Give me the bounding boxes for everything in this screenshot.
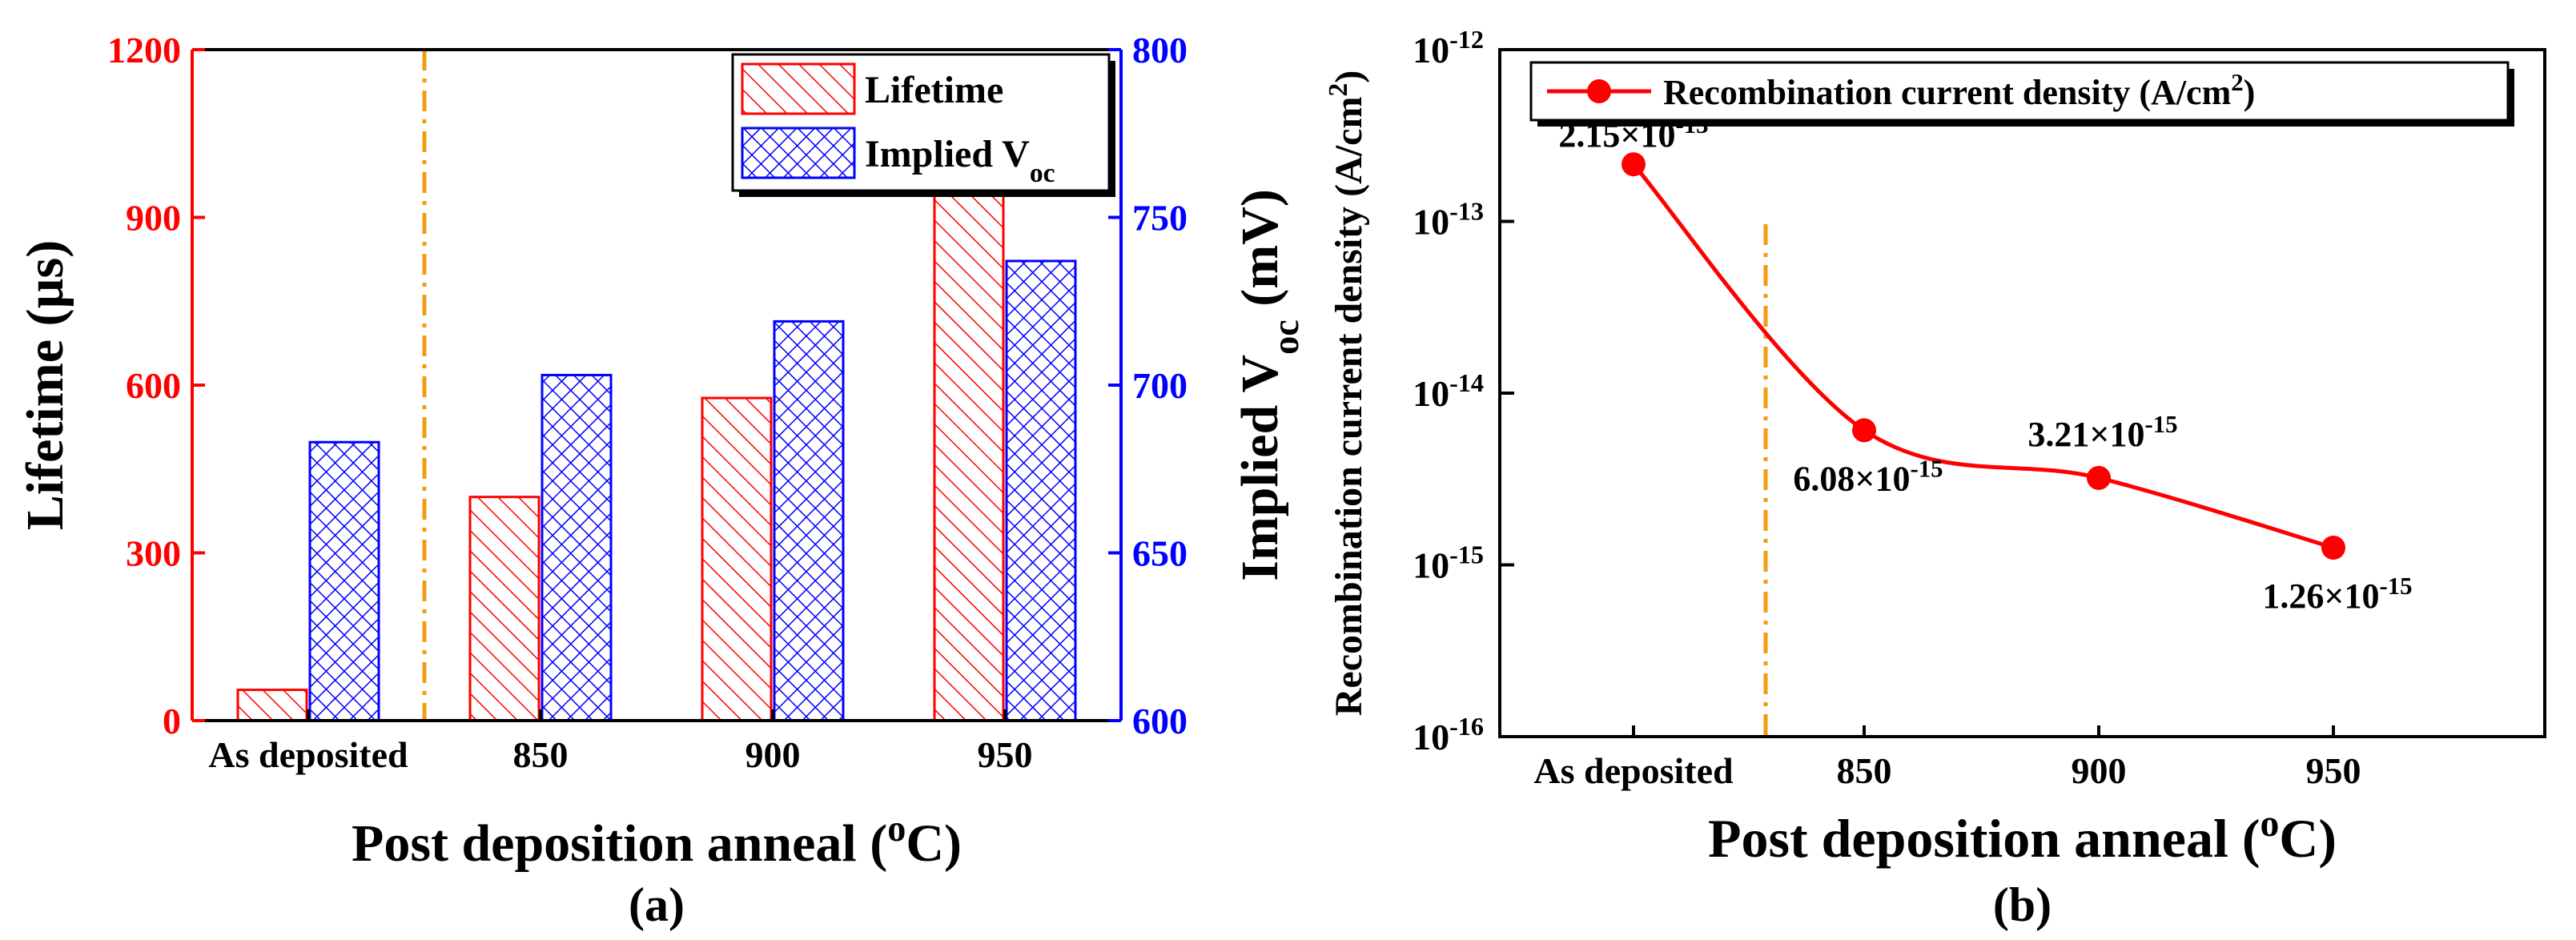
x-tick-label: 850 — [513, 734, 569, 775]
bar-lifetime — [933, 191, 1005, 722]
bar-implied-voc — [773, 319, 845, 722]
legend-label-lifetime: Lifetime — [865, 69, 1003, 111]
data-label: 6.08×10-15 — [1793, 455, 1943, 498]
data-point — [2087, 465, 2111, 490]
x-axis-title: Post deposition anneal (oC) — [1708, 803, 2337, 869]
panel-label-a: (a) — [629, 878, 685, 931]
bar-implied-voc — [308, 440, 380, 722]
left-tick-label: 900 — [126, 198, 181, 239]
legend: Lifetime Implied Voc — [731, 53, 1115, 197]
y-axis-title: Recombination current density (A/cm2) — [1324, 70, 1371, 716]
data-point — [1622, 152, 1646, 177]
y-tick-label: 10-15 — [1413, 540, 1484, 586]
x-tick-label: As deposited — [1533, 750, 1734, 791]
right-tick-label: 600 — [1132, 701, 1188, 741]
panel-a-lifetime-voc-chart: 0 300 600 900 1200 600 650 700 750 800 As deposite… — [16, 30, 1306, 931]
bar-implied-voc — [541, 373, 613, 722]
series-line — [1632, 163, 2334, 550]
left-tick-label: 1200 — [107, 30, 181, 70]
legend-label-voc: Implied Voc — [865, 133, 1055, 188]
right-tick-label: 650 — [1132, 533, 1188, 574]
data-point — [1852, 418, 1876, 443]
legend: Recombination current density (A/cm2) — [1529, 61, 2514, 127]
left-tick-label: 300 — [126, 533, 181, 574]
panel-label-b: (b) — [1993, 878, 2052, 931]
x-tick-label: 950 — [2306, 750, 2361, 791]
bar-lifetime — [701, 396, 773, 722]
x-tick-label: 950 — [978, 734, 1033, 775]
x-axis-title: Post deposition anneal (oC) — [352, 808, 962, 874]
y-tick-label: 10-16 — [1413, 712, 1484, 757]
y-axis-title-right: Implied Voc (mV) — [1231, 189, 1306, 581]
y-tick-label: 10-14 — [1413, 368, 1484, 414]
left-tick-label: 600 — [126, 365, 181, 406]
bar-implied-voc — [1005, 259, 1077, 722]
data-point — [2321, 535, 2345, 560]
data-label: 3.21×10-15 — [2027, 411, 2177, 454]
panel-b-recombination-chart: 10-16 10-15 10-14 10-13 10-12 As deposited 850… — [1324, 25, 2546, 931]
legend-label: Recombination current density (A/cm2) — [1663, 69, 2255, 112]
y-tick-label: 10-12 — [1413, 25, 1484, 70]
legend-box — [1529, 61, 2510, 122]
y-tick-label: 10-13 — [1413, 197, 1484, 243]
right-tick-label: 800 — [1132, 30, 1188, 70]
left-tick-label: 0 — [163, 701, 181, 741]
legend-swatch-voc — [741, 127, 856, 179]
bar-lifetime — [468, 496, 541, 722]
y-axis-title-left: Lifetime (µs) — [16, 240, 74, 530]
legend-swatch-lifetime — [741, 62, 856, 115]
data-label: 1.26×10-15 — [2262, 572, 2412, 616]
x-tick-label: As deposited — [208, 734, 408, 775]
x-tick-label: 850 — [1837, 750, 1892, 791]
x-tick-label: 900 — [2072, 750, 2127, 791]
legend-marker — [1587, 79, 1611, 103]
right-tick-label: 700 — [1132, 365, 1188, 406]
bar-lifetime — [236, 689, 308, 722]
x-tick-label: 900 — [745, 734, 801, 775]
right-tick-label: 750 — [1132, 198, 1188, 239]
